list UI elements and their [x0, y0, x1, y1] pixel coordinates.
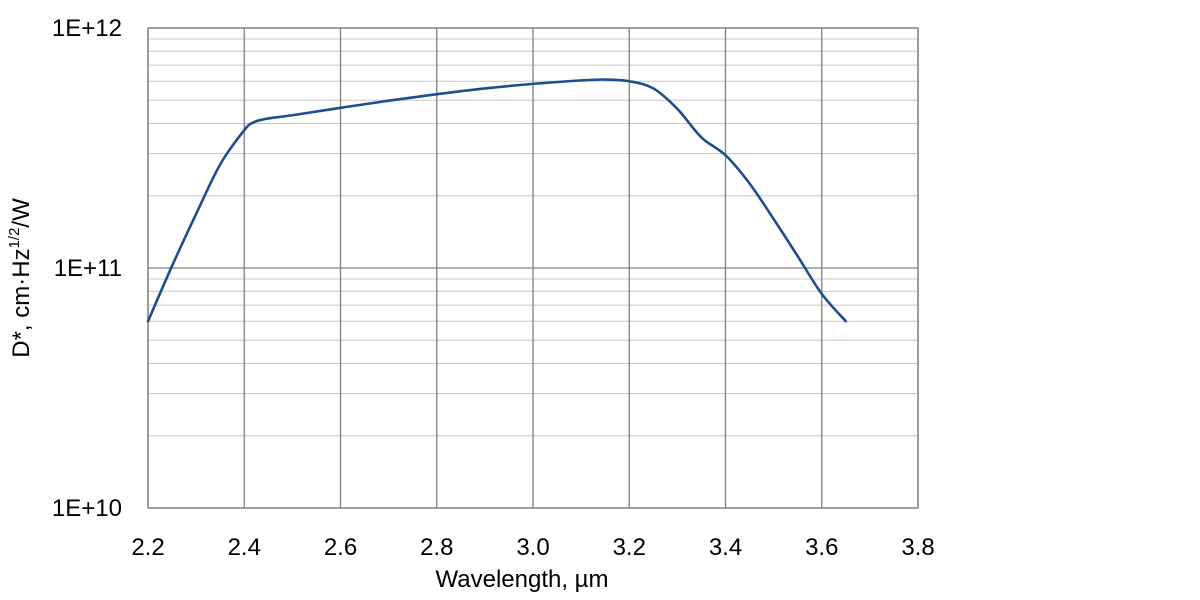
x-tick-label: 2.4	[228, 534, 261, 561]
y-tick-labels: 1E+10 1E+11 1E+12	[52, 15, 122, 522]
grid-lines	[147, 27, 919, 509]
plot-frame	[147, 27, 919, 509]
x-tick-label: 3.0	[516, 534, 549, 561]
x-tick-label: 2.8	[420, 534, 453, 561]
x-axis-title: Wavelength, µm	[435, 566, 608, 593]
x-tick-label: 3.6	[805, 534, 838, 561]
x-tick-label: 2.6	[324, 534, 357, 561]
y-tick-label: 1E+10	[52, 495, 122, 522]
y-tick-label: 1E+12	[52, 15, 122, 42]
x-tick-label: 3.4	[709, 534, 742, 561]
x-tick-label: 3.8	[901, 534, 934, 561]
y-axis-title: D*, cm·Hz1/2/W	[6, 198, 35, 358]
y-axis-title-superscript: 1/2	[6, 228, 23, 249]
series-layer	[146, 78, 848, 323]
y-axis-title-suffix: /W	[8, 198, 35, 228]
series-line	[146, 78, 848, 323]
y-axis-title-prefix: D*, cm·Hz	[8, 248, 35, 357]
x-tick-label: 2.2	[131, 534, 164, 561]
x-tick-labels: 2.2 2.4 2.6 2.8 3.0 3.2 3.4 3.6 3.8	[131, 534, 934, 561]
y-tick-label: 1E+11	[54, 255, 122, 282]
x-tick-label: 3.2	[613, 534, 646, 561]
